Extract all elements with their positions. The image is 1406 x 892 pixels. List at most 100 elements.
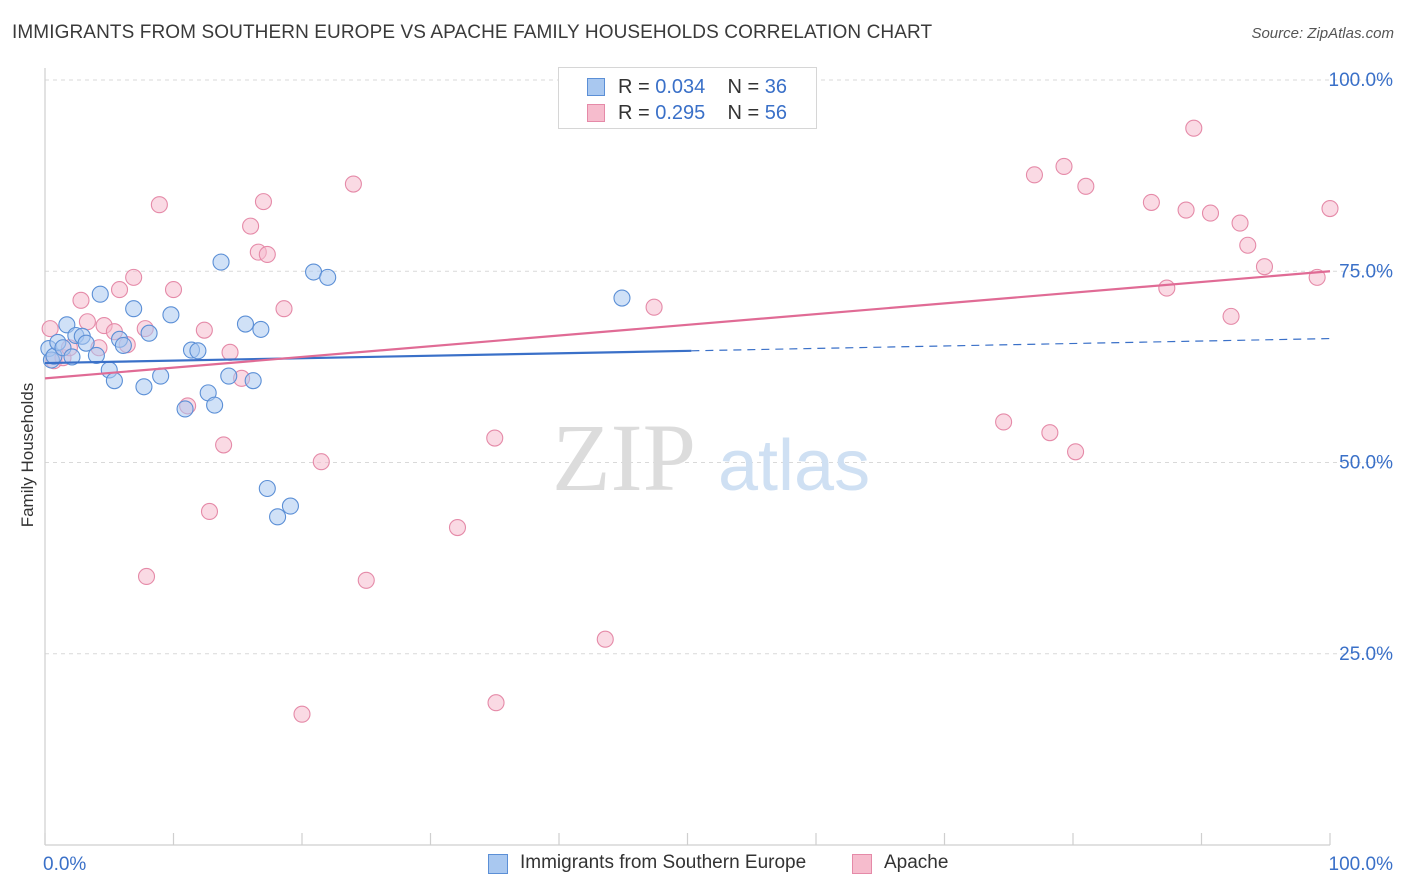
y-tick-label: 50.0% [1339,453,1393,474]
x-ticks [44,833,1331,845]
southern-europe-point [140,324,158,342]
southern-europe-points [40,253,631,526]
southern-europe-point [252,320,270,338]
apache-point [487,694,505,712]
southern-europe-point [236,315,255,333]
southern-europe-point [91,285,109,303]
apache-point [258,245,276,263]
apache-point [1185,119,1203,137]
chart-title: IMMIGRANTS FROM SOUTHERN EUROPE VS APACH… [12,22,933,43]
apache-point [125,268,143,286]
watermark-atlas: atlas [718,426,870,506]
southern-europe-point [176,400,194,418]
apache-trend-line [44,270,1331,380]
apache-point [1201,204,1220,222]
watermark: ZIP atlas [552,404,870,511]
apache-point [312,453,330,471]
legend-swatch-blue [587,78,605,96]
southern-europe-point [319,268,337,286]
apache-point [344,175,362,193]
apache-point [215,436,233,454]
legend-pink-r-value: 0.295 [655,102,706,124]
legend-text-pink: R = 0.295 N = 56 [618,102,787,125]
apache-point [1177,201,1195,219]
southern-europe-trend-line [44,349,692,365]
southern-europe-point [281,497,299,515]
legend-swatch-pink [587,104,605,122]
apache-point [645,298,663,316]
apache-point [110,281,129,299]
watermark-zip: ZIP [552,404,696,511]
southern-europe-point [63,348,81,366]
y-axis-label: Family Households [18,382,37,528]
apache-point [200,502,219,521]
legend-pink-n-value: 56 [764,102,788,124]
apache-point [1025,166,1043,184]
legend-blue-n-value: 36 [764,76,788,98]
apache-point [1255,258,1274,276]
y-tick-label: 25.0% [1339,644,1393,665]
apache-point [1077,177,1095,195]
apache-point [1067,443,1085,461]
apache-point [72,291,90,309]
apache-point [1158,279,1176,297]
legend-blue-r-value: 0.034 [655,76,706,98]
y-tick-label: 75.0% [1339,261,1393,282]
southern-europe-trend-extension [691,337,1331,352]
apache-point [150,196,168,214]
apache-point [448,518,467,537]
apache-point [221,343,239,361]
bottom-legend-label-pink: Apache [884,852,949,873]
southern-europe-point [212,253,230,271]
southern-europe-point [244,372,262,390]
source-label: Source: ZipAtlas.com [1251,25,1394,42]
x-tick-labels: 0.0% 100.0% [43,854,1393,875]
grid [45,79,1390,655]
apache-point [995,413,1013,431]
southern-europe-point [125,300,143,318]
southern-europe-point [269,508,287,526]
apache-point [1222,307,1240,325]
apache-point [164,281,183,299]
southern-europe-point [206,396,224,414]
apache-point [293,705,311,723]
southern-europe-point [258,479,276,498]
legend-text-blue: R = 0.034 N = 36 [618,76,787,99]
apache-point [486,429,504,447]
southern-europe-point [152,367,170,385]
southern-europe-point [77,334,95,352]
southern-europe-point [135,378,153,396]
apache-point [596,630,614,648]
apache-point [275,300,293,318]
southern-europe-point [114,336,132,355]
apache-point [357,571,375,589]
correlation-legend: R = 0.034 N = 36 R = 0.295 N = 56 [558,67,817,129]
apache-point [78,313,96,331]
legend-pink-r-label: R = [618,102,650,124]
apache-points [41,119,1339,723]
southern-europe-point [220,367,238,385]
southern-europe-point [87,346,105,364]
apache-point [1231,214,1249,232]
apache-point [1239,236,1257,254]
legend-blue-n-label: N = [727,76,760,98]
apache-point [242,217,260,235]
y-tick-label: 100.0% [1329,70,1394,91]
southern-europe-point [162,306,180,324]
apache-point [41,320,59,338]
legend-pink-n-label: N = [727,102,760,124]
southern-europe-point [189,342,207,360]
southern-europe-point [613,289,631,307]
apache-point [1055,157,1073,175]
bottom-legend-swatch-pink [852,854,872,874]
bottom-legend-label-blue: Immigrants from Southern Europe [520,852,807,873]
apache-point [1041,424,1059,442]
apache-point [1142,193,1160,211]
legend-blue-r-label: R = [618,76,650,98]
trend-lines [44,270,1331,380]
x-tick-label-max: 100.0% [1329,854,1394,875]
y-tick-labels: 100.0% 75.0% 50.0% 25.0% [1329,70,1394,665]
bottom-legend-swatch-blue [488,854,508,874]
x-tick-label-min: 0.0% [43,854,86,875]
